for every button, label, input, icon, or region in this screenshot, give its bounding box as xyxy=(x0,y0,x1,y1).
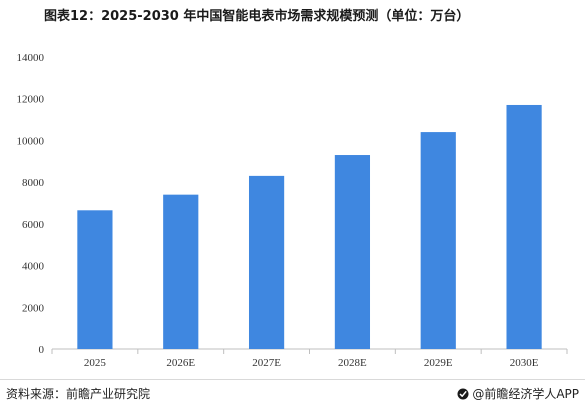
brand-credit: @前瞻经济学人APP xyxy=(457,385,579,402)
x-tick-label: 2026E xyxy=(166,357,195,369)
y-tick-label: 10000 xyxy=(17,135,45,147)
footer-divider xyxy=(0,379,585,380)
y-tick-label: 4000 xyxy=(22,261,45,273)
x-tick-label: 2030E xyxy=(510,357,539,369)
y-tick-label: 2000 xyxy=(22,302,45,314)
y-tick-label: 12000 xyxy=(17,94,45,106)
bar xyxy=(77,210,113,349)
bar xyxy=(163,194,199,349)
y-tick-label: 8000 xyxy=(22,177,45,189)
source-note: 资料来源：前瞻产业研究院 xyxy=(6,387,151,401)
brand-label: @前瞻经济学人APP xyxy=(472,387,579,401)
chart-title: 图表12：2025-2030 年中国智能电表市场需求规模预测（单位：万台） xyxy=(44,9,470,24)
x-tick-label: 2025 xyxy=(84,357,107,369)
x-axis: 2025 2026E 2027E 2028E 2029E 2030E xyxy=(51,348,568,369)
bar xyxy=(334,155,371,349)
y-axis: 0 2000 4000 6000 8000 10000 12000 14000 xyxy=(17,52,45,356)
brand-logo-icon xyxy=(457,388,469,399)
y-tick-label: 0 xyxy=(39,344,45,356)
bars xyxy=(77,104,542,349)
bar xyxy=(506,104,542,349)
x-tick-label: 2029E xyxy=(424,357,453,369)
y-tick-label: 6000 xyxy=(22,219,45,231)
x-tick-label: 2027E xyxy=(252,357,281,369)
x-tick-label: 2028E xyxy=(338,357,367,369)
bar xyxy=(420,132,456,349)
y-tick-label: 14000 xyxy=(17,52,45,64)
bar xyxy=(248,175,285,349)
